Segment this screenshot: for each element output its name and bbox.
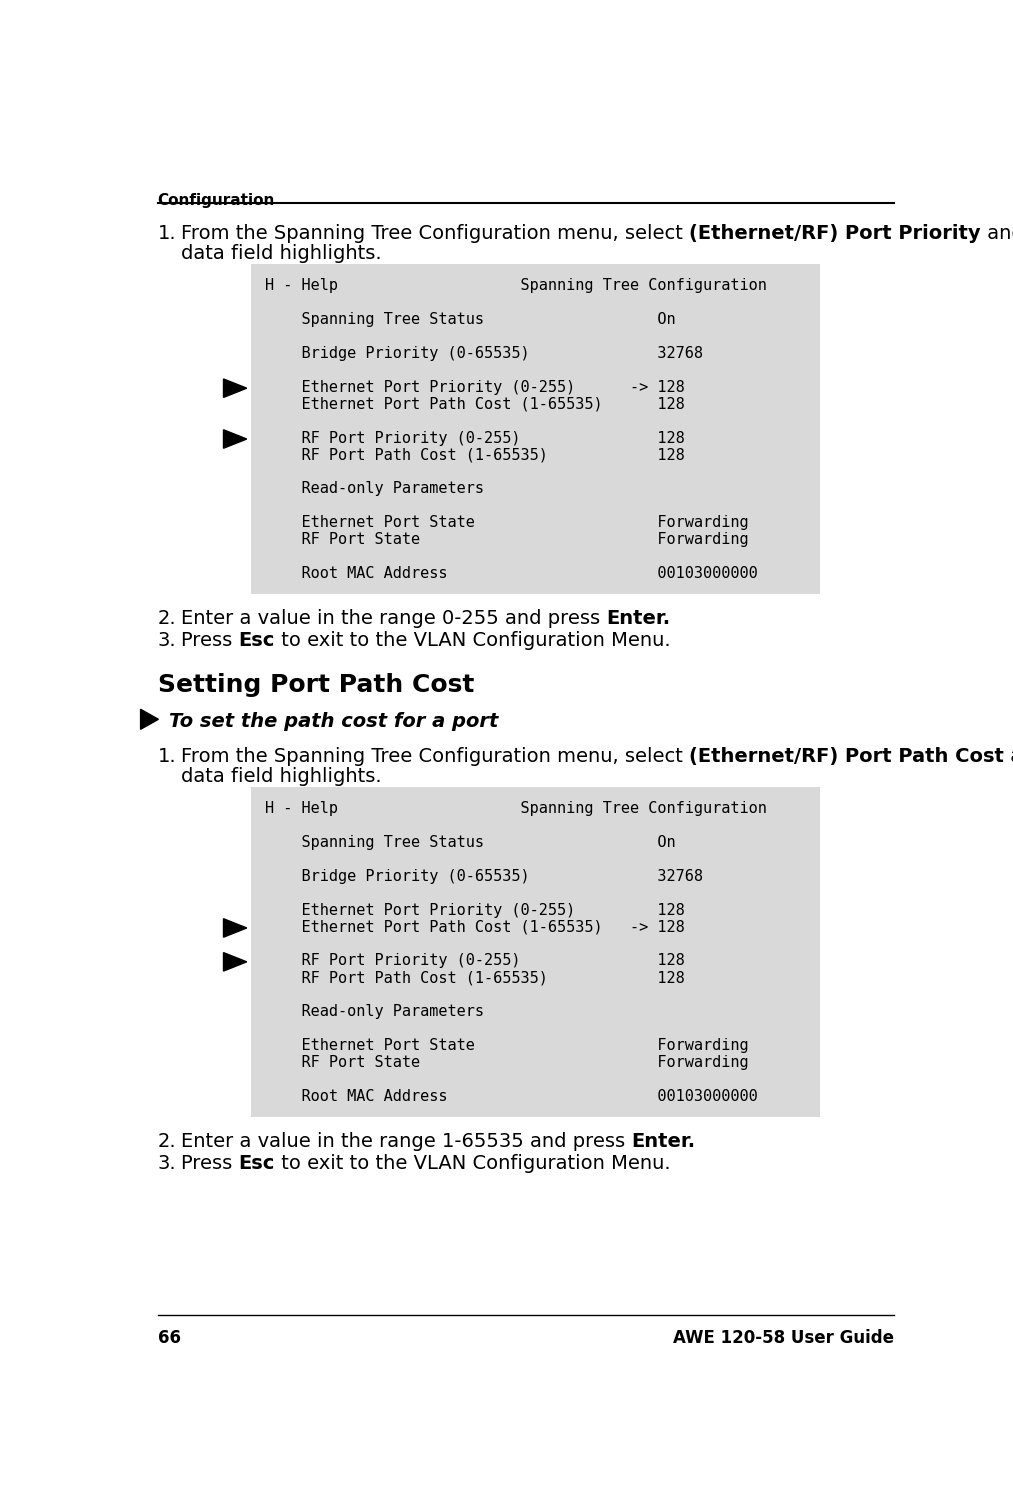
- Text: 3.: 3.: [158, 631, 176, 649]
- Text: Ethernet Port State                    Forwarding: Ethernet Port State Forwarding: [264, 515, 749, 530]
- Text: Press: Press: [181, 631, 238, 649]
- Text: Press: Press: [181, 1153, 238, 1173]
- Text: AWE 120-58 User Guide: AWE 120-58 User Guide: [673, 1328, 893, 1346]
- Text: Enter.: Enter.: [631, 1132, 695, 1150]
- Polygon shape: [224, 953, 247, 971]
- Text: 2.: 2.: [158, 1132, 176, 1150]
- Text: 2.: 2.: [158, 609, 176, 628]
- Text: Ethernet Port Priority (0-255)      -> 128: Ethernet Port Priority (0-255) -> 128: [264, 380, 685, 395]
- Text: Esc: Esc: [238, 631, 275, 649]
- Text: to exit to the VLAN Configuration Menu.: to exit to the VLAN Configuration Menu.: [275, 1153, 671, 1173]
- Text: data field highlights.: data field highlights.: [181, 244, 382, 263]
- Text: From the Spanning Tree Configuration menu, select: From the Spanning Tree Configuration men…: [181, 224, 689, 244]
- Text: (Ethernet/RF) Port Path Cost: (Ethernet/RF) Port Path Cost: [689, 747, 1004, 766]
- Text: Enter.: Enter.: [606, 609, 671, 628]
- Text: RF Port Priority (0-255)               128: RF Port Priority (0-255) 128: [264, 953, 685, 968]
- Text: Ethernet Port Path Cost (1-65535)   -> 128: Ethernet Port Path Cost (1-65535) -> 128: [264, 920, 685, 935]
- Text: to exit to the VLAN Configuration Menu.: to exit to the VLAN Configuration Menu.: [275, 631, 671, 649]
- Text: Read-only Parameters: Read-only Parameters: [264, 1004, 483, 1019]
- Polygon shape: [224, 378, 247, 398]
- Text: Esc: Esc: [238, 1153, 275, 1173]
- Text: H - Help                    Spanning Tree Configuration: H - Help Spanning Tree Configuration: [264, 278, 767, 293]
- Polygon shape: [224, 429, 247, 449]
- Text: Ethernet Port Priority (0-255)         128: Ethernet Port Priority (0-255) 128: [264, 902, 685, 917]
- Text: H - Help                    Spanning Tree Configuration: H - Help Spanning Tree Configuration: [264, 800, 767, 815]
- Text: (Ethernet/RF) Port Priority: (Ethernet/RF) Port Priority: [689, 224, 981, 244]
- Text: 66: 66: [158, 1328, 180, 1346]
- Bar: [250, 265, 821, 594]
- Text: 1.: 1.: [158, 747, 176, 766]
- Text: data field highlights.: data field highlights.: [181, 767, 382, 785]
- Text: RF Port Priority (0-255)               128: RF Port Priority (0-255) 128: [264, 431, 685, 446]
- Text: Setting Port Path Cost: Setting Port Path Cost: [158, 673, 474, 697]
- Text: and press: and press: [981, 224, 1013, 244]
- Text: Root MAC Address                       00103000000: Root MAC Address 00103000000: [264, 565, 758, 580]
- Text: Enter a value in the range 1-65535 and press: Enter a value in the range 1-65535 and p…: [181, 1132, 631, 1150]
- Polygon shape: [224, 919, 247, 936]
- Text: 1.: 1.: [158, 224, 176, 244]
- Text: 3.: 3.: [158, 1153, 176, 1173]
- Text: To set the path cost for a port: To set the path cost for a port: [169, 712, 498, 730]
- Text: Spanning Tree Status                   On: Spanning Tree Status On: [264, 835, 676, 850]
- Bar: [250, 787, 821, 1116]
- Text: Enter a value in the range 0-255 and press: Enter a value in the range 0-255 and pre…: [181, 609, 606, 628]
- Text: Configuration: Configuration: [158, 193, 275, 208]
- Text: Bridge Priority (0-65535)              32768: Bridge Priority (0-65535) 32768: [264, 869, 703, 884]
- Text: and press: and press: [1004, 747, 1013, 766]
- Text: Root MAC Address                       00103000000: Root MAC Address 00103000000: [264, 1089, 758, 1104]
- Text: Bridge Priority (0-65535)              32768: Bridge Priority (0-65535) 32768: [264, 346, 703, 361]
- Text: RF Port Path Cost (1-65535)            128: RF Port Path Cost (1-65535) 128: [264, 971, 685, 986]
- Text: Ethernet Port Path Cost (1-65535)      128: Ethernet Port Path Cost (1-65535) 128: [264, 396, 685, 411]
- Text: RF Port Path Cost (1-65535)            128: RF Port Path Cost (1-65535) 128: [264, 447, 685, 462]
- Text: Ethernet Port State                    Forwarding: Ethernet Port State Forwarding: [264, 1038, 749, 1053]
- Text: Read-only Parameters: Read-only Parameters: [264, 482, 483, 497]
- Text: From the Spanning Tree Configuration menu, select: From the Spanning Tree Configuration men…: [181, 747, 689, 766]
- Text: RF Port State                          Forwarding: RF Port State Forwarding: [264, 533, 749, 548]
- Text: Spanning Tree Status                   On: Spanning Tree Status On: [264, 313, 676, 328]
- Polygon shape: [141, 709, 158, 730]
- Text: RF Port State                          Forwarding: RF Port State Forwarding: [264, 1055, 749, 1070]
